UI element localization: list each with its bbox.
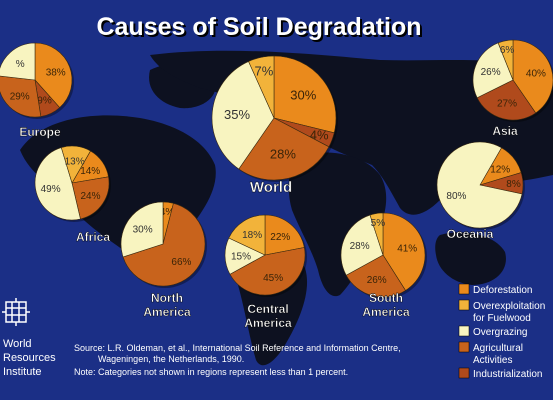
pie-slice-world-overgrazing	[211, 61, 275, 170]
pie-europe: 38% 9% 29%% Europe	[0, 42, 74, 139]
legend-label-deforestation: Deforestation	[473, 285, 532, 296]
region-label-south-america: America	[362, 305, 410, 319]
pie-world: 30% 4% 28% 35% 7% World	[211, 55, 338, 196]
legend-label-overgrazing: Overgrazing	[473, 327, 527, 338]
pie-africa: 14% 24% 49% 13% Africa	[34, 145, 111, 244]
legend-label-overexploitation: Overexploitation	[473, 301, 545, 312]
pie-label-world-deforestation: 30%	[290, 88, 316, 103]
pie-label-europe-industrialization: 9%	[37, 96, 52, 107]
pie-slice-central-america-overexploitation	[228, 214, 266, 256]
legend-label-overexploitation: for Fuelwood	[473, 313, 531, 324]
pie-label-north-america-deforestation: 4%	[160, 207, 175, 218]
pie-label-north-america-overgrazing: 30%	[133, 225, 153, 236]
pie-label-oceania-deforestation: 12%	[490, 165, 510, 176]
pie-slice-oceania-overgrazing	[436, 141, 523, 229]
pie-label-oceania-industrialization: 8%	[506, 179, 521, 190]
pie-label-europe-deforestation: 38%	[46, 68, 66, 79]
pie-slice-world-agricultural	[238, 117, 330, 181]
region-label-central-america: America	[244, 316, 292, 330]
pie-label-central-america-agricultural: 45%	[263, 273, 283, 284]
pie-label-europe-overgrazing: %	[16, 59, 25, 70]
pie-slice-north-america-agricultural	[122, 202, 206, 287]
pie-label-central-america-overexploitation: 18%	[242, 230, 262, 241]
source-line-1: Source: L.R. Oldeman, et al., Internatio…	[74, 343, 401, 353]
pie-slice-north-america-overgrazing	[120, 201, 164, 258]
region-label-central-america: Central	[247, 302, 288, 316]
region-label-europe: Europe	[19, 125, 61, 139]
legend-swatch-overexploitation	[458, 299, 470, 311]
pie-slice-europe-agricultural	[0, 75, 42, 118]
wri-logo-icon	[2, 298, 30, 326]
logo-line-2: Resources	[3, 352, 56, 364]
pie-label-asia-industrialization: 27%	[497, 99, 517, 110]
pie-label-world-overexploitation: 7%	[255, 63, 274, 78]
chart-title: Causes of Soil Degradation	[96, 13, 421, 41]
legend-label-agricultural: Activities	[473, 355, 512, 366]
pie-label-world-agricultural: 28%	[270, 147, 296, 162]
pie-charts: 38% 9% 29%% Europe 40% 27% 26% 6% Asia 30% 4% 28% 35…	[0, 39, 553, 330]
pie-label-africa-overexploitation: 13%	[65, 156, 85, 167]
pie-label-africa-agricultural: 24%	[80, 191, 100, 202]
pie-label-africa-deforestation: 14%	[80, 166, 100, 177]
region-label-africa: Africa	[76, 230, 110, 244]
pie-slice-central-america-deforestation	[264, 214, 305, 256]
pie-label-north-america-agricultural: 66%	[171, 257, 191, 268]
pie-label-oceania-overgrazing: 80%	[446, 191, 466, 202]
region-label-world: World	[250, 179, 292, 196]
logo-line-1: World	[3, 338, 32, 350]
legend-swatch-overgrazing	[458, 325, 470, 337]
pie-label-asia-overexploitation: 6%	[500, 45, 515, 56]
pie-slice-world-deforestation	[273, 55, 337, 134]
legend-swatch-industrialization	[458, 367, 470, 379]
pie-slice-south-america-overexploitation	[369, 212, 384, 256]
pie-label-world-overgrazing: 35%	[224, 107, 250, 122]
region-label-asia: Asia	[492, 124, 518, 138]
note-line: Note: Categories not shown in regions re…	[74, 367, 348, 377]
pie-slice-africa-overexploitation	[60, 145, 91, 184]
pie-slice-south-america-agricultural	[345, 254, 406, 298]
pie-asia: 40% 27% 26% 6% Asia	[472, 39, 553, 138]
pie-slice-asia-overexploitation	[497, 39, 514, 81]
logo-line-3: Institute	[3, 366, 42, 378]
legend-label-agricultural: Agricultural	[473, 343, 523, 354]
wri-logo: World Resources Institute	[2, 298, 56, 378]
pie-label-south-america-deforestation: 41%	[397, 244, 417, 255]
region-label-north-america: America	[143, 305, 191, 319]
pie-slice-asia-deforestation	[512, 39, 553, 114]
pie-oceania: 12% 8% 80% Oceania	[436, 141, 525, 241]
pie-label-world-industrialization: 4%	[310, 128, 329, 143]
legend-swatch-agricultural	[458, 341, 470, 353]
region-label-oceania: Oceania	[447, 227, 494, 241]
pie-label-asia-deforestation: 40%	[526, 68, 546, 79]
pie-slice-asia-overgrazing	[472, 42, 514, 99]
pie-label-africa-overgrazing: 49%	[41, 184, 61, 195]
pie-label-south-america-agricultural: 26%	[367, 275, 387, 286]
legend-label-industrialization: Industrialization	[473, 369, 542, 380]
region-label-south-america: South	[369, 291, 403, 305]
pie-slice-central-america-agricultural	[229, 247, 306, 296]
pie-slice-asia-industrialization	[476, 79, 537, 121]
continent-australia	[435, 232, 506, 285]
pie-label-europe-agricultural: 29%	[10, 92, 30, 103]
pie-slice-europe-deforestation	[34, 42, 73, 108]
pie-label-south-america-overgrazing: 28%	[350, 241, 370, 252]
region-label-north-america: North	[151, 291, 183, 305]
pie-slice-south-america-overgrazing	[340, 214, 384, 276]
pie-slice-africa-overgrazing	[34, 147, 81, 221]
pie-label-central-america-deforestation: 22%	[270, 232, 290, 243]
pie-label-south-america-overexploitation: 5%	[371, 218, 386, 229]
pie-label-asia-overgrazing: 26%	[481, 67, 501, 78]
legend-swatch-deforestation	[458, 283, 470, 295]
chart-title-shadow: Causes of Soil Degradation	[98, 15, 423, 43]
pie-label-central-america-overgrazing: 15%	[231, 251, 251, 262]
pie-slice-world-overexploitation	[248, 55, 275, 119]
pie-slice-africa-agricultural	[71, 176, 110, 220]
source-line-2: Wageningen, the Netherlands, 1990.	[98, 354, 244, 364]
pie-slice-europe-overgrazing	[0, 42, 36, 81]
